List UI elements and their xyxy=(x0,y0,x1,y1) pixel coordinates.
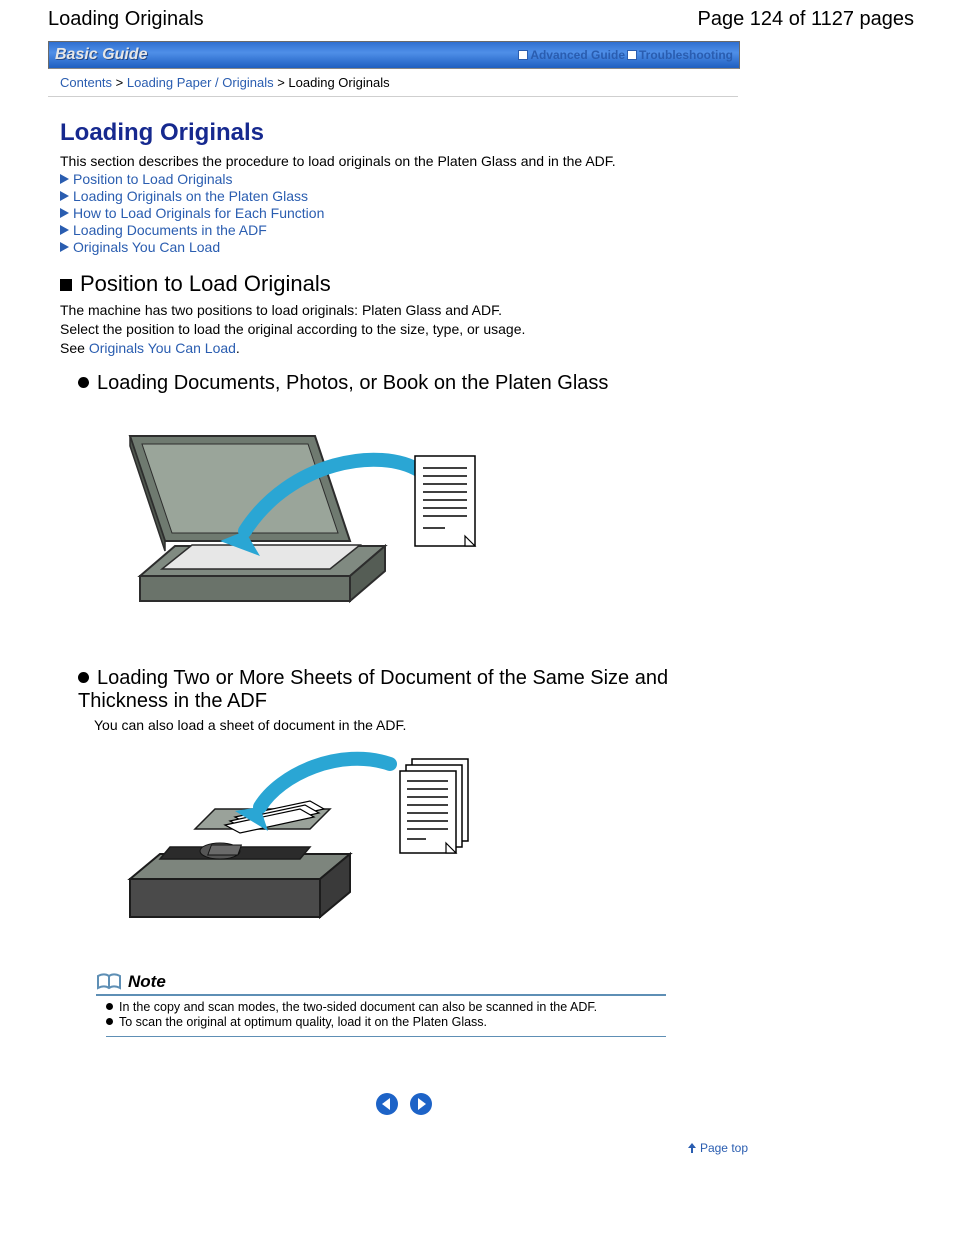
advanced-guide-link[interactable]: Advanced Guide xyxy=(530,48,625,62)
breadcrumb-sep: > xyxy=(274,75,289,90)
toc-link[interactable]: Position to Load Originals xyxy=(73,171,233,187)
prev-page-button[interactable] xyxy=(376,1093,398,1115)
square-icon xyxy=(627,50,637,60)
toc-item: How to Load Originals for Each Function xyxy=(60,205,748,221)
illustration-adf xyxy=(100,739,748,942)
chevron-right-icon xyxy=(418,1098,426,1110)
toc-item: Loading Documents in the ADF xyxy=(60,222,748,238)
originals-you-can-load-link[interactable]: Originals You Can Load xyxy=(89,340,236,356)
section-body: The machine has two positions to load or… xyxy=(60,301,748,358)
troubleshooting-link[interactable]: Troubleshooting xyxy=(639,48,733,62)
note-item: In the copy and scan modes, the two-side… xyxy=(106,1000,666,1014)
toc-link[interactable]: Loading Documents in the ADF xyxy=(73,222,267,238)
arrow-icon xyxy=(60,242,69,252)
arrow-icon xyxy=(60,191,69,201)
breadcrumb: Contents > Loading Paper / Originals > L… xyxy=(48,69,738,97)
circle-bullet-icon xyxy=(78,672,89,683)
page-top-row: Page top xyxy=(60,1125,748,1155)
scanner-svg xyxy=(120,401,480,636)
note-item: To scan the original at optimum quality,… xyxy=(106,1015,666,1029)
guide-bar: Basic Guide Advanced Guide Troubleshooti… xyxy=(48,41,740,69)
page-header-right: Page 124 of 1127 pages xyxy=(698,8,914,31)
note-label: Note xyxy=(128,972,166,992)
note-list: In the copy and scan modes, the two-side… xyxy=(106,1000,666,1037)
toc-link[interactable]: Loading Originals on the Platen Glass xyxy=(73,188,308,204)
toc-item: Originals You Can Load xyxy=(60,239,748,255)
toc-item: Position to Load Originals xyxy=(60,171,748,187)
section-p1: The machine has two positions to load or… xyxy=(60,301,748,320)
square-bullet-icon xyxy=(60,279,72,291)
note-header: Note xyxy=(96,972,666,996)
next-page-button[interactable] xyxy=(410,1093,432,1115)
sub-body-adf: You can also load a sheet of document in… xyxy=(94,717,748,733)
sub-heading-text: Loading Documents, Photos, or Book on th… xyxy=(97,372,608,394)
pager xyxy=(60,1093,748,1115)
p3-prefix: See xyxy=(60,340,89,356)
section-heading-position: Position to Load Originals xyxy=(60,271,748,297)
page-header: Loading Originals Page 124 of 1127 pages xyxy=(0,0,954,35)
sub-heading-adf: Loading Two or More Sheets of Document o… xyxy=(78,667,748,713)
adf-svg xyxy=(100,739,500,939)
toc-links: Position to Load Originals Loading Origi… xyxy=(60,171,748,255)
guide-bar-links: Advanced Guide Troubleshooting xyxy=(518,48,733,62)
breadcrumb-parent[interactable]: Loading Paper / Originals xyxy=(127,75,274,90)
page-title: Loading Originals xyxy=(60,119,748,147)
arrow-icon xyxy=(60,225,69,235)
toc-link[interactable]: How to Load Originals for Each Function xyxy=(73,205,324,221)
arrow-icon xyxy=(60,208,69,218)
square-icon xyxy=(518,50,528,60)
breadcrumb-sep: > xyxy=(112,75,127,90)
note-book-icon xyxy=(96,973,122,991)
chevron-left-icon xyxy=(382,1098,390,1110)
sub-heading-platen: Loading Documents, Photos, or Book on th… xyxy=(78,372,748,395)
page-header-left: Loading Originals xyxy=(48,8,204,31)
p3-suffix: . xyxy=(236,340,240,356)
intro-text: This section describes the procedure to … xyxy=(60,153,748,169)
toc-item: Loading Originals on the Platen Glass xyxy=(60,188,748,204)
toc-link[interactable]: Originals You Can Load xyxy=(73,239,220,255)
note-box: Note In the copy and scan modes, the two… xyxy=(96,972,666,1037)
content-wrap: Basic Guide Advanced Guide Troubleshooti… xyxy=(0,35,954,1195)
circle-bullet-icon xyxy=(78,377,89,388)
section-p3: See Originals You Can Load. xyxy=(60,339,748,358)
breadcrumb-contents[interactable]: Contents xyxy=(60,75,112,90)
illustration-scanner xyxy=(120,401,748,639)
section-p2: Select the position to load the original… xyxy=(60,320,748,339)
section-heading-text: Position to Load Originals xyxy=(80,271,331,296)
up-arrow-icon xyxy=(687,1142,697,1156)
sub-heading-text: Loading Two or More Sheets of Document o… xyxy=(78,667,668,712)
breadcrumb-current: Loading Originals xyxy=(288,75,389,90)
arrow-icon xyxy=(60,174,69,184)
guide-bar-title: Basic Guide xyxy=(55,46,147,64)
main-content: Loading Originals This section describes… xyxy=(48,97,748,1155)
page-top-link[interactable]: Page top xyxy=(700,1141,748,1155)
